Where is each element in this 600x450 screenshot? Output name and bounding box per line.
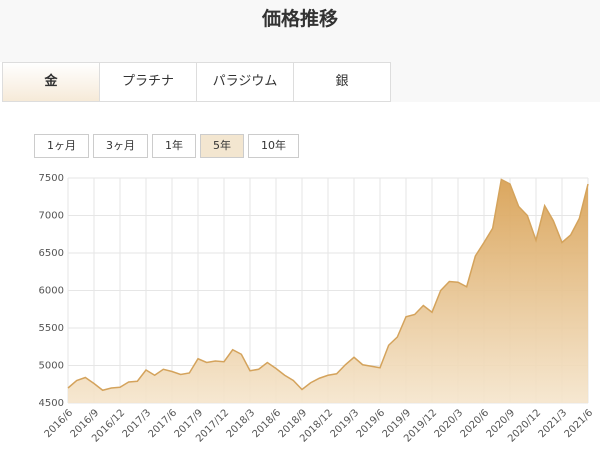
y-tick-label: 5500: [39, 323, 64, 334]
period-button[interactable]: 5年: [200, 134, 244, 158]
period-button[interactable]: 3ヶ月: [93, 134, 148, 158]
x-tick-label: 2021/6: [563, 407, 596, 440]
metal-tab[interactable]: 金: [2, 62, 99, 102]
tab-bar: 金プラチナ パラジウム銀: [2, 62, 600, 102]
y-tick-label: 4500: [39, 398, 64, 409]
metal-tab[interactable]: 銀: [293, 62, 391, 102]
metal-tab[interactable]: パラジウム: [196, 62, 293, 102]
period-button[interactable]: 1年: [152, 134, 196, 158]
price-line: [67, 178, 589, 392]
y-tick-label: 6500: [39, 248, 64, 259]
area-fill: [68, 179, 588, 403]
page-title: 価格推移: [261, 8, 338, 30]
chart: 45005000550060006500700075002016/62016/9…: [39, 173, 596, 445]
period-buttons: 1ヶ月 3ヶ月 1年 5年 10年: [34, 134, 299, 158]
header: 価格推移: [0, 0, 600, 62]
y-tick-label: 7000: [39, 211, 64, 222]
y-tick-label: 7500: [39, 173, 64, 184]
period-button[interactable]: 10年: [248, 134, 299, 158]
metal-tab[interactable]: プラチナ: [99, 62, 196, 102]
period-button[interactable]: 1ヶ月: [34, 134, 89, 158]
y-tick-label: 6000: [39, 286, 64, 297]
y-tick-label: 5000: [39, 361, 64, 372]
